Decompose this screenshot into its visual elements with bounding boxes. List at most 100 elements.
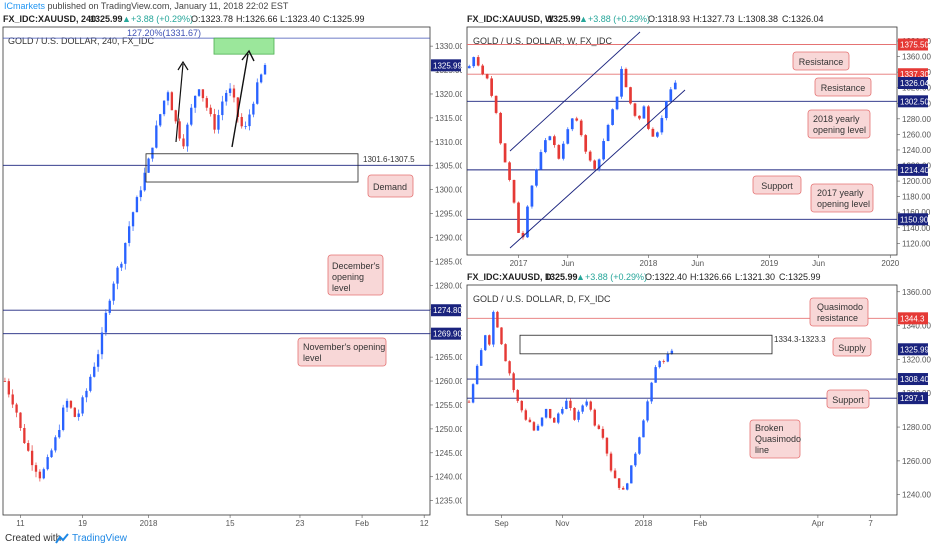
candle-body xyxy=(658,361,661,368)
candle-body xyxy=(561,143,565,159)
quasimodo-resistance-callout xyxy=(809,297,869,327)
candle-body xyxy=(524,410,528,420)
arrow-head-small xyxy=(177,60,189,71)
candle-body xyxy=(190,107,193,125)
up-arrow-icon: ▲ xyxy=(122,14,131,24)
candle-body xyxy=(23,427,26,444)
x-tick-label: Jun xyxy=(691,259,704,268)
current-price-tag xyxy=(898,343,928,356)
candle-body xyxy=(34,465,38,472)
candle-body xyxy=(232,88,236,98)
up-arrow-icon: ▲ xyxy=(579,14,588,24)
y-tick-label: 1320.00 xyxy=(435,90,462,99)
y-tick-label: 1200.00 xyxy=(902,177,931,186)
level-price-label: 1297.1 xyxy=(900,394,925,403)
candle-body xyxy=(553,417,556,423)
candle-body xyxy=(65,400,69,408)
x-tick-label: 2017 xyxy=(510,259,528,268)
level-price-tag xyxy=(431,304,461,317)
candle-body xyxy=(569,400,572,409)
candle-body xyxy=(646,401,649,421)
demand-callout-text: Demand xyxy=(373,182,407,192)
candles-h4 xyxy=(3,63,267,482)
chart-h4[interactable]: FX_IDC:XAUUSD, 240 1325.99 ▲ +3.88 (+0.2… xyxy=(0,12,462,528)
candle-body xyxy=(81,397,84,414)
candle-body xyxy=(570,118,574,130)
y-tick-label: 1260.00 xyxy=(902,130,931,139)
candle-body xyxy=(58,429,61,438)
symbol-open: O:1322.40 xyxy=(645,272,687,282)
level-price-tag xyxy=(898,38,928,51)
x-tick-label: 19 xyxy=(78,519,87,528)
candle-body xyxy=(147,158,150,173)
candle-body xyxy=(159,114,162,126)
chart-daily[interactable]: FX_IDC:XAUUSD, D 1325.99 ▲ +3.88 (+0.29%… xyxy=(465,270,932,528)
candle-body xyxy=(494,95,498,113)
candle-body xyxy=(217,115,220,130)
candle-body xyxy=(532,422,536,431)
level-price-label: 1214.40 xyxy=(900,166,929,175)
symbol-high: H:1327.73 xyxy=(693,14,735,24)
candle-body xyxy=(143,172,146,191)
y-tick-label: 1265.00 xyxy=(435,353,462,362)
candle-body xyxy=(573,408,576,420)
supply-callout xyxy=(832,337,872,357)
november-callout xyxy=(297,337,387,367)
candle-body xyxy=(508,361,511,374)
y-tick-label: 1250.00 xyxy=(435,425,462,434)
up-arrow-icon: ▲ xyxy=(576,272,585,282)
candle-body xyxy=(213,114,216,130)
december-line-2: opening xyxy=(332,272,364,282)
candle-body xyxy=(544,408,548,418)
x-tick-label: Apr xyxy=(812,519,825,528)
publisher-link[interactable]: ICmarkets xyxy=(4,1,46,11)
chart-weekly[interactable]: FX_IDC:XAUUSD, W 1325.99 ▲ +3.88 (+0.29%… xyxy=(465,12,932,268)
plot-frame-weekly xyxy=(466,26,898,256)
candle-body xyxy=(481,65,485,75)
candle-body xyxy=(535,169,538,186)
fib-label: 127.20%(1331.67) xyxy=(127,28,201,38)
x-tick-label: Sep xyxy=(494,519,509,528)
candle-body xyxy=(248,114,251,127)
supply-zone[interactable] xyxy=(519,334,773,355)
tradingview-logo-text[interactable]: TradingView xyxy=(72,533,128,544)
candle-body xyxy=(638,437,641,454)
channel-lines xyxy=(509,31,686,249)
candle-body xyxy=(593,160,596,169)
candle-body xyxy=(162,100,166,115)
candle-body xyxy=(624,68,628,88)
candles-daily xyxy=(467,310,674,491)
symbol-high: H:1326.66 xyxy=(236,14,278,24)
symbol-change: +3.88 (+0.29%) xyxy=(131,14,193,24)
y-tick-label: 1315.00 xyxy=(435,114,462,123)
x-tick-label: 2020 xyxy=(881,259,899,268)
candle-body xyxy=(630,465,633,484)
candle-body xyxy=(186,124,189,147)
candle-body xyxy=(575,118,579,121)
opening-2018-callout xyxy=(807,109,871,139)
candle-body xyxy=(155,125,158,148)
candle-body xyxy=(669,89,673,101)
opening-2017-line-1: 2017 yearly xyxy=(817,188,864,198)
target-box[interactable] xyxy=(213,37,275,55)
candle-body xyxy=(601,428,605,438)
x-tick-label: Feb xyxy=(355,519,369,528)
candle-body xyxy=(633,103,637,116)
x-axis-h4: 11 19 2018 15 23 Feb 12 xyxy=(16,515,429,528)
candle-body xyxy=(104,312,108,333)
december-line-1: December's xyxy=(332,261,380,271)
current-price-label: 1326.04 xyxy=(900,79,929,88)
y-tick-label: 1160.00 xyxy=(902,208,931,217)
level-price-label: 1302.50 xyxy=(900,97,929,106)
candle-body xyxy=(512,373,515,391)
symbol-low: L:1321.30 xyxy=(735,272,775,282)
supply-text: Supply xyxy=(838,343,866,353)
broken-qm-line-3: line xyxy=(755,445,769,455)
candle-body xyxy=(508,162,511,180)
x-tick-label: 2018 xyxy=(635,519,653,528)
candle-body xyxy=(503,143,507,163)
candle-body xyxy=(488,335,491,345)
demand-zone[interactable] xyxy=(145,153,359,183)
arrow-head-large xyxy=(241,49,255,62)
candle-body xyxy=(589,401,592,410)
